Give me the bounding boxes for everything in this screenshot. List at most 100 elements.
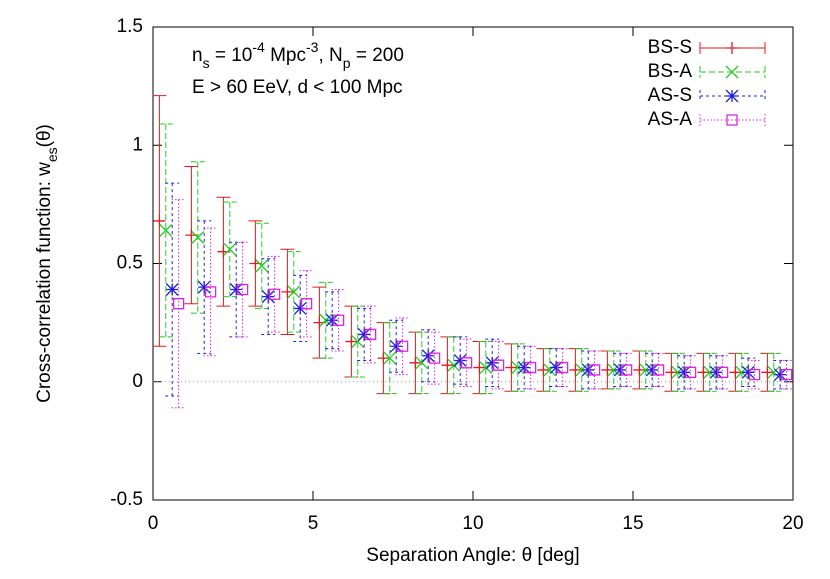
x-tick-label: 10	[462, 513, 483, 534]
x-tick-label: 20	[782, 513, 803, 534]
marker	[709, 365, 723, 379]
legend-marker	[725, 65, 739, 79]
marker	[511, 361, 525, 375]
text-part: s	[203, 55, 210, 71]
marker	[383, 351, 397, 365]
error-bar	[350, 305, 365, 378]
legend-label: AS-S	[648, 85, 692, 106]
marker	[703, 365, 717, 379]
marker	[505, 361, 518, 374]
error-bar	[523, 345, 538, 390]
marker	[613, 363, 627, 377]
marker	[588, 364, 601, 376]
error-bar	[363, 305, 378, 364]
y-tick-label: 1	[132, 134, 143, 155]
marker	[716, 366, 729, 378]
text-part: E > 60 EeV, d < 100 Mpc	[192, 77, 403, 98]
error-bar	[395, 317, 410, 376]
error-bar	[235, 241, 250, 338]
marker	[281, 285, 294, 298]
marker	[319, 313, 333, 327]
error-bar	[779, 359, 794, 390]
marker	[524, 361, 537, 374]
legend-label: AS-A	[648, 109, 693, 130]
marker	[229, 283, 243, 296]
legend-label: BS-A	[648, 61, 693, 82]
error-bar	[587, 350, 602, 390]
marker	[255, 259, 269, 273]
text-part: = 200	[351, 45, 404, 66]
marker	[665, 366, 678, 379]
marker	[332, 314, 345, 326]
text-part: = 10	[210, 45, 253, 66]
error-bar	[331, 289, 346, 352]
marker	[409, 356, 422, 369]
marker	[569, 363, 582, 376]
error-bar	[165, 182, 180, 397]
marker	[780, 369, 793, 381]
marker	[345, 335, 358, 348]
text-part: es	[44, 147, 60, 162]
text-part: p	[343, 55, 351, 71]
error-bar	[491, 341, 506, 390]
error-bar	[299, 270, 314, 338]
marker	[389, 339, 403, 353]
marker	[428, 352, 441, 364]
text-part: Cross-correlation function: w	[34, 162, 55, 403]
text-part: -3	[306, 39, 319, 55]
error-bar	[254, 222, 269, 309]
error-bar	[293, 274, 308, 343]
error-bar	[267, 255, 282, 333]
error-bar	[619, 352, 634, 387]
legend-sample	[699, 114, 766, 126]
marker	[325, 313, 339, 327]
error-bar	[325, 291, 340, 350]
marker	[479, 361, 493, 375]
marker	[684, 366, 697, 378]
marker	[581, 363, 595, 377]
marker	[729, 366, 742, 379]
marker	[159, 223, 173, 237]
y-tick-label: 1.5	[117, 16, 143, 37]
marker	[645, 363, 659, 377]
error-bar	[747, 359, 762, 390]
text-part: n	[192, 45, 203, 66]
marker	[549, 361, 563, 375]
x-axis-label: Separation Angle: θ [deg]	[366, 545, 579, 566]
marker	[261, 290, 275, 304]
marker	[741, 365, 755, 379]
marker	[191, 231, 205, 244]
text-part: (θ)	[34, 124, 55, 147]
text-part: Mpc	[265, 45, 306, 66]
marker	[293, 301, 307, 315]
legend-label: BS-S	[648, 37, 692, 58]
marker	[453, 354, 467, 367]
y-tick-label: 0	[132, 371, 143, 392]
error-bar	[453, 336, 468, 385]
marker	[460, 357, 473, 369]
marker	[421, 349, 435, 363]
error-bar	[203, 227, 218, 357]
marker	[671, 365, 685, 379]
marker	[492, 359, 505, 371]
y-axis-label: Cross-correlation function: wes(θ)	[34, 124, 60, 403]
error-bar	[427, 331, 442, 385]
marker	[441, 359, 454, 372]
error-bar	[683, 355, 698, 390]
marker	[607, 363, 621, 377]
x-tick-label: 0	[148, 513, 159, 534]
error-bar	[382, 322, 397, 395]
legend-marker	[726, 114, 738, 126]
annotation: E > 60 EeV, d < 100 Mpc	[192, 77, 403, 98]
marker	[236, 283, 249, 296]
y-tick-label: 0.5	[117, 253, 143, 274]
marker	[773, 368, 787, 382]
error-bar	[555, 348, 570, 387]
error-bar	[158, 123, 173, 338]
error-bar	[651, 352, 666, 387]
marker	[639, 363, 653, 377]
marker	[447, 358, 461, 372]
marker	[396, 340, 409, 352]
